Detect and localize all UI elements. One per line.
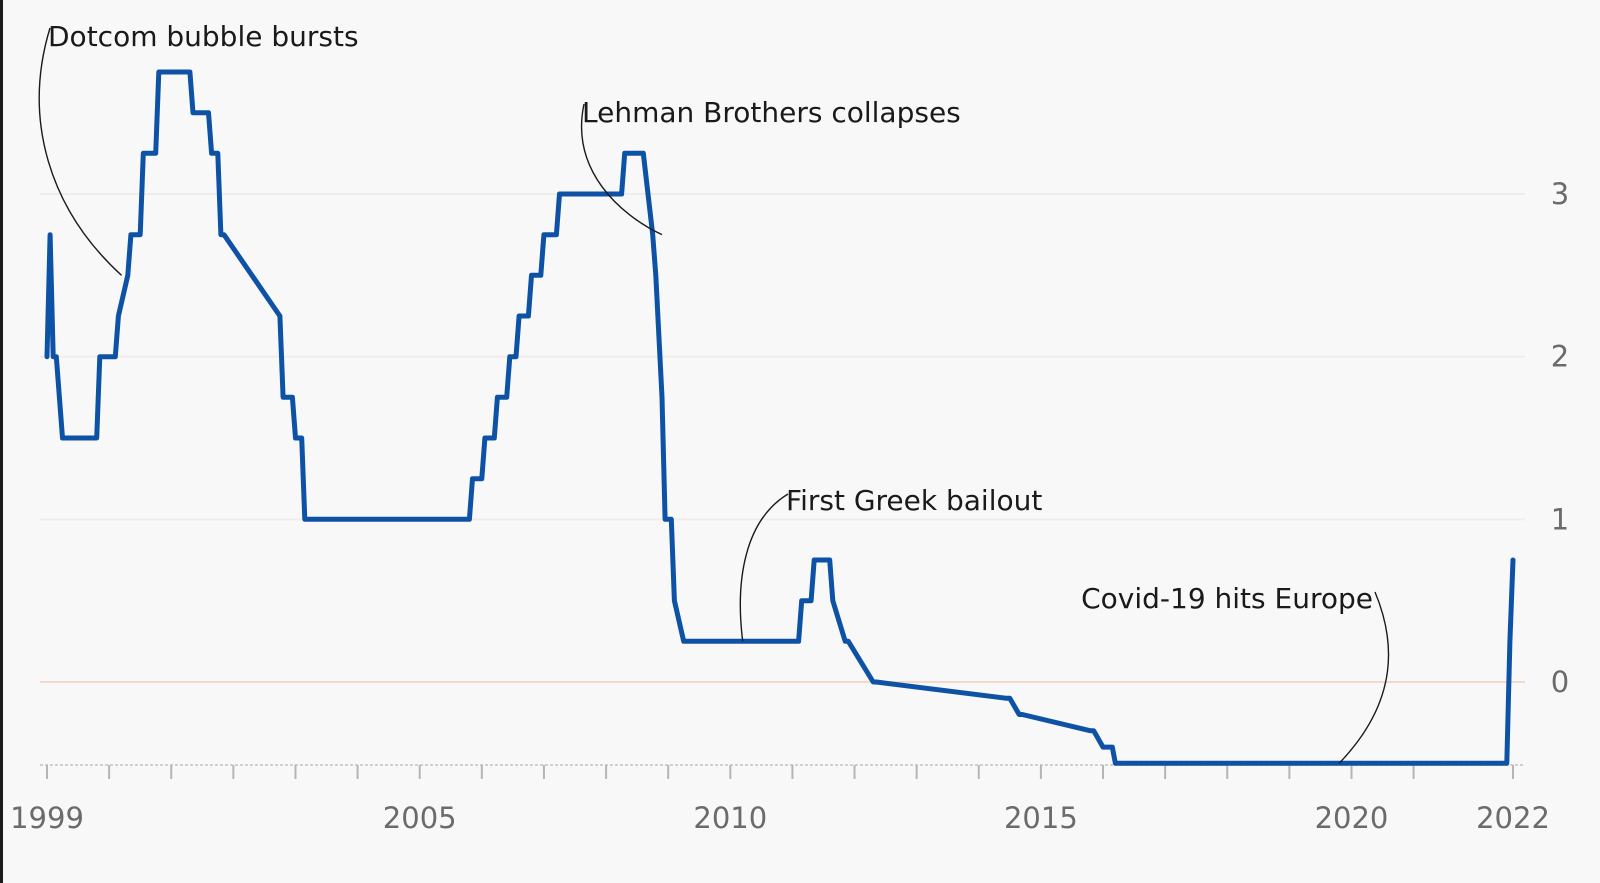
annotation-leader-1 [581, 103, 663, 236]
y-tick-label-3: 3 [1551, 177, 1569, 211]
x-tick-label-2020: 2020 [1315, 801, 1389, 835]
annotation-label-0: Dotcom bubble bursts [48, 20, 359, 53]
series-line-0 [44, 69, 1516, 766]
annotation-label-1: Lehman Brothers collapses [582, 96, 961, 129]
x-tick-label-2005: 2005 [383, 801, 457, 835]
left-border [0, 0, 3, 883]
x-axis [40, 764, 1525, 779]
grid-layer [40, 193, 1525, 683]
x-tick-label-1999: 1999 [10, 801, 84, 835]
series-layer [44, 69, 1516, 766]
annotation-leader-0 [38, 27, 123, 276]
y-tick-label-2: 2 [1551, 340, 1569, 374]
tick-labels-layer: 0 1 2 3 1999 2005 2010 2015 2020 2022 [10, 177, 1569, 835]
annotation-leader-2 [739, 493, 789, 642]
x-tick-label-2022: 2022 [1476, 801, 1550, 835]
x-tick-label-2010: 2010 [693, 801, 767, 835]
x-tick-label-2015: 2015 [1004, 801, 1078, 835]
annotations-layer: Dotcom bubble bursts Lehman Brothers coll… [38, 20, 1390, 764]
y-tick-label-0: 0 [1551, 665, 1569, 699]
annotation-label-2: First Greek bailout [786, 484, 1042, 517]
annotation-label-3: Covid-19 hits Europe [1081, 582, 1373, 615]
y-tick-label-1: 1 [1551, 502, 1569, 536]
annotation-leader-3 [1338, 591, 1390, 764]
